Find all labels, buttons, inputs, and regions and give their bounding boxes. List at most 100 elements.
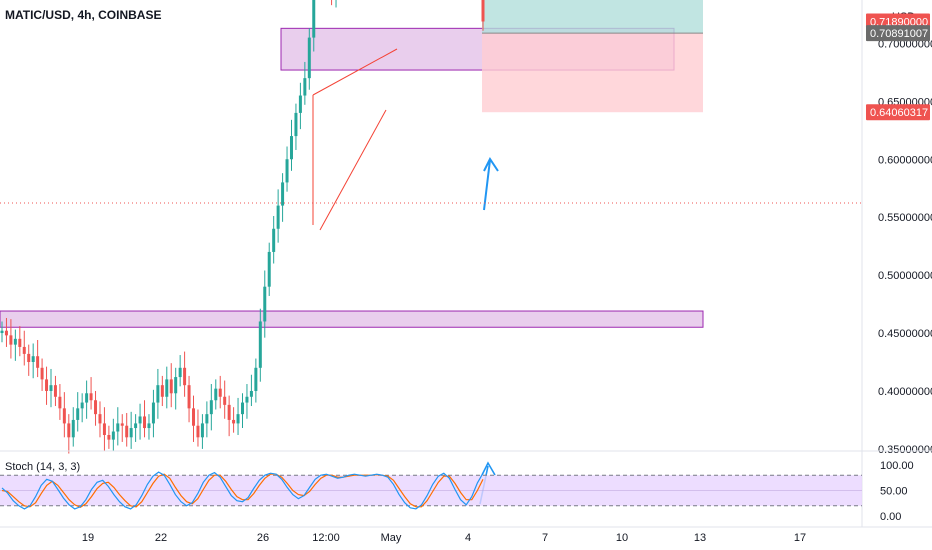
- stoch-tick-label: 0.00: [880, 511, 901, 523]
- candle: [76, 392, 80, 432]
- candle: [205, 401, 209, 438]
- time-tick-label: 4: [465, 532, 471, 544]
- candle: [156, 368, 160, 419]
- candle: [9, 319, 13, 359]
- candle: [285, 146, 289, 192]
- price-tick-label: 0.70000000: [878, 38, 932, 50]
- candle: [241, 393, 244, 429]
- candle: [196, 409, 200, 447]
- candle: [178, 355, 182, 387]
- candle: [102, 407, 106, 452]
- candle: [67, 414, 71, 454]
- stoch-d-line: [1, 473, 484, 508]
- candle: [303, 61, 307, 105]
- time-tick-label: May: [381, 532, 402, 544]
- candle: [192, 395, 196, 442]
- price-label-text: 0.64060317: [870, 107, 928, 119]
- candle: [223, 380, 227, 419]
- stochastic-pane[interactable]: 100.00 50.00 0.00: [0, 460, 914, 523]
- stop-loss-area[interactable]: [482, 33, 703, 113]
- wedge-lower-line[interactable]: [319, 109, 387, 231]
- candle: [481, 0, 485, 31]
- candle: [307, 28, 311, 90]
- candle: [22, 330, 26, 366]
- candle: [94, 390, 98, 426]
- candle: [258, 308, 262, 382]
- time-tick-label: 26: [257, 532, 269, 544]
- candle: [249, 374, 253, 407]
- time-tick-label: 12:00: [312, 532, 340, 544]
- candle: [111, 418, 115, 452]
- candle: [13, 329, 17, 361]
- candle: [187, 375, 191, 423]
- candle: [298, 82, 302, 130]
- stoch-tick-label: 100.00: [880, 460, 914, 472]
- candle: [209, 384, 213, 431]
- time-axis[interactable]: 19 22 26 12:00 May 4 7 10 13 17: [82, 532, 806, 544]
- candle: [98, 401, 102, 438]
- candle: [0, 321, 4, 343]
- candle: [331, 0, 333, 6]
- candle: [245, 384, 249, 419]
- price-axis[interactable]: 0.35000000 0.40000000 0.45000000 0.50000000…: [861, 0, 932, 527]
- candle: [183, 351, 187, 397]
- price-tick-label: 0.60000000: [878, 154, 932, 166]
- candle: [85, 380, 89, 419]
- candle: [151, 389, 155, 438]
- candle: [89, 377, 93, 410]
- candle: [294, 103, 298, 150]
- candle: [281, 173, 285, 222]
- candle: [129, 411, 133, 449]
- candle: [267, 242, 271, 296]
- price-label-text: 0.70891007: [870, 28, 928, 40]
- candle: [236, 397, 240, 435]
- candle: [4, 317, 8, 347]
- price-tick-label: 0.45000000: [878, 328, 932, 340]
- stochastic-label[interactable]: Stoch (14, 3, 3): [5, 461, 80, 473]
- candle: [80, 393, 84, 423]
- time-tick-label: 10: [616, 532, 628, 544]
- candle: [58, 384, 62, 420]
- candle: [227, 395, 231, 437]
- candle: [263, 270, 267, 338]
- wedge-upper-line[interactable]: [312, 48, 398, 96]
- candle: [36, 339, 40, 378]
- candle: [335, 0, 337, 8]
- profit-target-area[interactable]: [482, 0, 703, 34]
- candle: [138, 403, 142, 440]
- candle: [174, 367, 178, 410]
- candle: [214, 379, 218, 410]
- price-tick-label: 0.35000000: [878, 444, 932, 456]
- support-zone-lower[interactable]: [0, 310, 704, 328]
- candle: [134, 414, 138, 442]
- symbol-title[interactable]: MATIC/USD, 4h, COINBASE: [5, 8, 161, 22]
- candle: [107, 425, 111, 449]
- time-tick-label: 22: [155, 532, 167, 544]
- projection-arrow[interactable]: [483, 157, 499, 211]
- stoch-tick-label: 50.00: [880, 486, 908, 498]
- drawings-layer: [312, 48, 499, 505]
- candle: [120, 414, 124, 442]
- candle: [40, 358, 44, 391]
- candle: [53, 375, 57, 407]
- candle: [27, 344, 31, 376]
- candle: [169, 363, 173, 408]
- price-tick-label: 0.50000000: [878, 270, 932, 282]
- candle: [312, 0, 316, 52]
- candle: [125, 412, 129, 447]
- candle: [218, 375, 222, 409]
- candle: [49, 368, 53, 408]
- candle: [276, 189, 280, 243]
- candle: [143, 400, 147, 438]
- candle: [200, 414, 204, 449]
- candle: [116, 407, 120, 446]
- candle: [31, 343, 35, 379]
- candle: [254, 358, 258, 403]
- price-label-badge: 0.64060317: [866, 104, 930, 121]
- candle: [289, 119, 293, 171]
- candle: [165, 366, 169, 409]
- time-tick-label: 13: [694, 532, 706, 544]
- candle: [272, 216, 276, 264]
- price-tick-label: 0.55000000: [878, 212, 932, 224]
